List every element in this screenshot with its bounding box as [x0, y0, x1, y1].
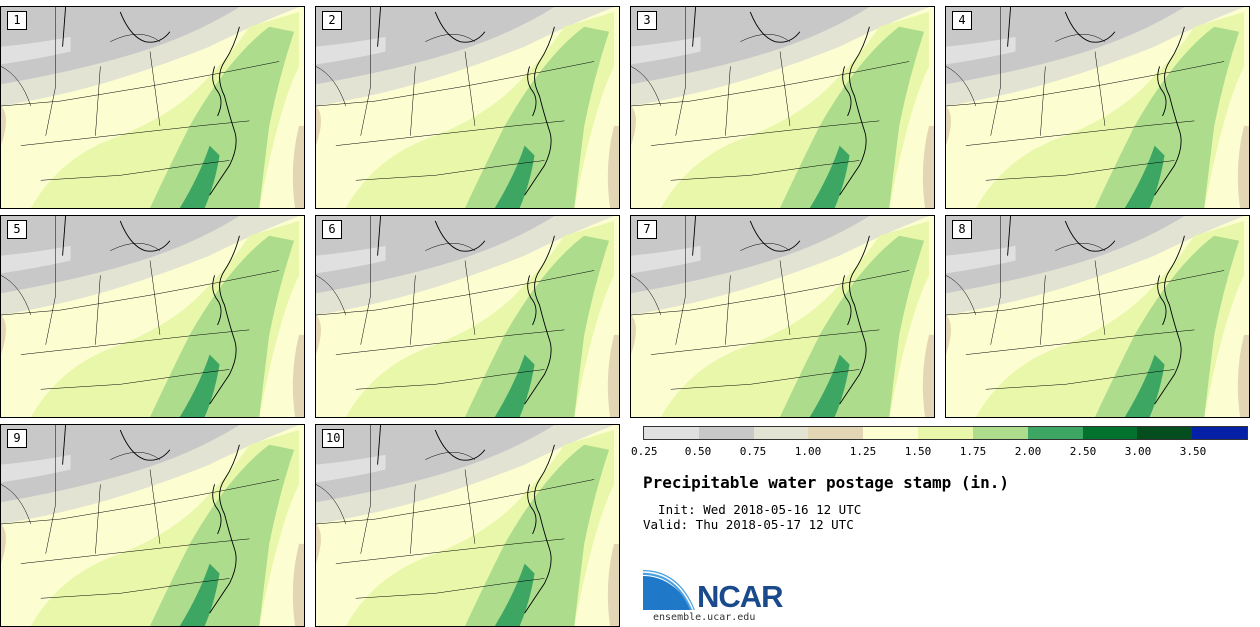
colorbar-tick: 0.75 [739, 445, 767, 458]
map-panel-9: 9 [0, 424, 305, 627]
colorbar-tick: 1.00 [794, 445, 822, 458]
colorbar-segment [753, 427, 809, 439]
precipitable-water-map [631, 216, 934, 417]
colorbar [643, 426, 1248, 440]
stamp-number: 1 [7, 11, 27, 30]
colorbar-tick: 1.25 [849, 445, 877, 458]
colorbar-tick: 3.00 [1124, 445, 1152, 458]
stamp-number: 6 [322, 220, 342, 239]
precipitable-water-map [316, 216, 619, 417]
stamp-number: 2 [322, 11, 342, 30]
colorbar-segment [1137, 427, 1193, 439]
map-panel-3: 3 [630, 6, 935, 209]
map-panel-8: 8 [945, 215, 1250, 418]
colorbar-segment [1192, 427, 1247, 439]
map-panel-1: 1 [0, 6, 305, 209]
map-panel-2: 2 [315, 6, 620, 209]
colorbar-segment [644, 427, 699, 439]
colorbar-segment [1027, 427, 1083, 439]
colorbar-tick: 1.50 [904, 445, 932, 458]
colorbar-tick: 2.00 [1014, 445, 1042, 458]
stamp-number: 5 [7, 220, 27, 239]
colorbar-segment [972, 427, 1028, 439]
map-panel-7: 7 [630, 215, 935, 418]
colorbar-segment [1082, 427, 1138, 439]
valid-time: Valid: Thu 2018-05-17 12 UTC [643, 517, 854, 532]
colorbar-segment [863, 427, 919, 439]
precipitable-water-map [1, 425, 304, 626]
stamp-number: 9 [7, 429, 27, 448]
map-panel-4: 4 [945, 6, 1250, 209]
colorbar-segment [918, 427, 973, 439]
precipitable-water-map [1, 216, 304, 417]
colorbar-tick: 0.25 [631, 445, 658, 458]
stamp-number: 8 [952, 220, 972, 239]
colorbar-tick: 0.50 [684, 445, 712, 458]
colorbar-tick-labels: 0.25 0.50 0.75 1.00 1.25 1.50 1.75 2.00 2.50 3.00… [631, 445, 1248, 459]
map-panel-6: 6 [315, 215, 620, 418]
map-panel-10: 10 [315, 424, 620, 627]
stamp-number: 3 [637, 11, 657, 30]
precipitable-water-map [1, 7, 304, 208]
stamp-number: 7 [637, 220, 657, 239]
chart-title: Precipitable water postage stamp (in.) [643, 473, 1010, 492]
ensemble-url[interactable]: ensemble.ucar.edu [653, 612, 756, 623]
init-time: Init: Wed 2018-05-16 12 UTC [643, 502, 862, 517]
colorbar-tick: 1.75 [959, 445, 987, 458]
colorbar-segment [698, 427, 754, 439]
precipitable-water-map [946, 216, 1249, 417]
colorbar-tick: 3.50 [1179, 445, 1207, 458]
precipitable-water-map [316, 425, 619, 626]
precipitable-water-map [631, 7, 934, 208]
colorbar-tick: 2.50 [1069, 445, 1097, 458]
precipitable-water-map [316, 7, 619, 208]
stamp-number: 4 [952, 11, 972, 30]
stamp-number: 10 [322, 429, 345, 448]
precipitable-water-map [946, 7, 1249, 208]
ncar-logo-icon [643, 570, 695, 611]
ncar-logo-text: NCAR [697, 579, 784, 614]
map-panel-5: 5 [0, 215, 305, 418]
colorbar-segment [808, 427, 864, 439]
